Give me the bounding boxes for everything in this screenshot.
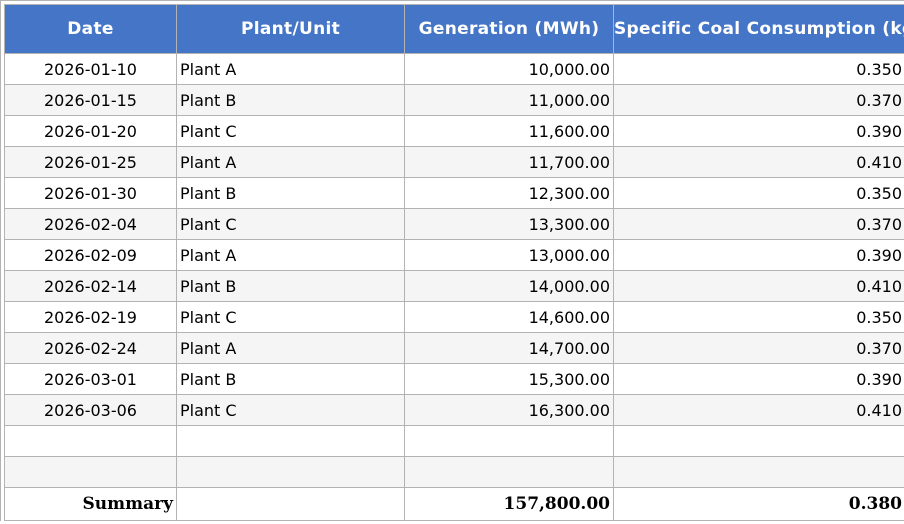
date-cell[interactable]: 2026-01-30 <box>4 177 177 209</box>
date-cell[interactable]: 2026-01-10 <box>4 53 177 85</box>
table-row: 2026-01-20 Plant C 11,600.00 0.390 <box>4 115 904 147</box>
table-row: 2026-01-15 Plant B 11,000.00 0.370 <box>4 84 904 116</box>
date-cell[interactable]: 2026-01-20 <box>4 115 177 147</box>
coal-cell[interactable]: 0.350 <box>613 53 904 85</box>
empty-cell[interactable] <box>4 456 177 488</box>
empty-row <box>4 425 904 457</box>
date-cell[interactable]: 2026-02-24 <box>4 332 177 364</box>
column-header-specific-coal-consumption[interactable]: Specific Coal Consumption (kg/kWh) <box>613 4 904 54</box>
summary-row: Summary 157,800.00 0.380 <box>4 487 904 521</box>
plant-cell[interactable]: Plant B <box>176 270 405 302</box>
empty-cell[interactable] <box>176 425 405 457</box>
date-cell[interactable]: 2026-01-15 <box>4 84 177 116</box>
generation-cell[interactable]: 13,300.00 <box>404 208 614 240</box>
generation-cell[interactable]: 14,700.00 <box>404 332 614 364</box>
generation-cell[interactable]: 11,700.00 <box>404 146 614 178</box>
table-row: 2026-02-09 Plant A 13,000.00 0.390 <box>4 239 904 271</box>
generation-cell[interactable]: 16,300.00 <box>404 394 614 426</box>
date-cell[interactable]: 2026-02-09 <box>4 239 177 271</box>
plant-cell[interactable]: Plant C <box>176 115 405 147</box>
table-row: 2026-02-04 Plant C 13,300.00 0.370 <box>4 208 904 240</box>
coal-cell[interactable]: 0.370 <box>613 84 904 116</box>
date-cell[interactable]: 2026-02-19 <box>4 301 177 333</box>
coal-cell[interactable]: 0.390 <box>613 115 904 147</box>
plant-cell[interactable]: Plant A <box>176 146 405 178</box>
coal-cell[interactable]: 0.350 <box>613 301 904 333</box>
empty-cell[interactable] <box>404 425 614 457</box>
date-cell[interactable]: 2026-02-14 <box>4 270 177 302</box>
summary-coal-average[interactable]: 0.380 <box>613 487 904 521</box>
table-row: 2026-02-24 Plant A 14,700.00 0.370 <box>4 332 904 364</box>
generation-cell[interactable]: 11,000.00 <box>404 84 614 116</box>
coal-cell[interactable]: 0.410 <box>613 394 904 426</box>
coal-cell[interactable]: 0.350 <box>613 177 904 209</box>
summary-generation-total[interactable]: 157,800.00 <box>404 487 614 521</box>
column-header-date[interactable]: Date <box>4 4 177 54</box>
table-row: 2026-03-06 Plant C 16,300.00 0.410 <box>4 394 904 426</box>
plant-cell[interactable]: Plant B <box>176 177 405 209</box>
plant-cell[interactable]: Plant B <box>176 363 405 395</box>
generation-cell[interactable]: 12,300.00 <box>404 177 614 209</box>
plant-cell[interactable]: Plant A <box>176 53 405 85</box>
table-row: 2026-02-14 Plant B 14,000.00 0.410 <box>4 270 904 302</box>
table-row: 2026-01-30 Plant B 12,300.00 0.350 <box>4 177 904 209</box>
empty-cell[interactable] <box>404 456 614 488</box>
date-cell[interactable]: 2026-01-25 <box>4 146 177 178</box>
plant-cell[interactable]: Plant A <box>176 239 405 271</box>
generation-cell[interactable]: 11,600.00 <box>404 115 614 147</box>
plant-cell[interactable]: Plant C <box>176 394 405 426</box>
coal-cell[interactable]: 0.370 <box>613 208 904 240</box>
coal-cell[interactable]: 0.390 <box>613 239 904 271</box>
column-header-plant-unit[interactable]: Plant/Unit <box>176 4 405 54</box>
generation-cell[interactable]: 10,000.00 <box>404 53 614 85</box>
table-row: 2026-02-19 Plant C 14,600.00 0.350 <box>4 301 904 333</box>
summary-empty-cell[interactable] <box>176 487 405 521</box>
header-row: Date Plant/Unit Generation (MWh) Specifi… <box>4 4 904 54</box>
table-row: 2026-01-10 Plant A 10,000.00 0.350 <box>4 53 904 85</box>
plant-cell[interactable]: Plant B <box>176 84 405 116</box>
summary-label[interactable]: Summary <box>4 487 177 521</box>
coal-cell[interactable]: 0.410 <box>613 146 904 178</box>
generation-cell[interactable]: 14,000.00 <box>404 270 614 302</box>
data-table: Date Plant/Unit Generation (MWh) Specifi… <box>4 4 904 521</box>
plant-cell[interactable]: Plant A <box>176 332 405 364</box>
generation-cell[interactable]: 13,000.00 <box>404 239 614 271</box>
date-cell[interactable]: 2026-02-04 <box>4 208 177 240</box>
empty-cell[interactable] <box>4 425 177 457</box>
plant-cell[interactable]: Plant C <box>176 301 405 333</box>
date-cell[interactable]: 2026-03-06 <box>4 394 177 426</box>
table-row: 2026-03-01 Plant B 15,300.00 0.390 <box>4 363 904 395</box>
table-row: 2026-01-25 Plant A 11,700.00 0.410 <box>4 146 904 178</box>
generation-cell[interactable]: 15,300.00 <box>404 363 614 395</box>
date-cell[interactable]: 2026-03-01 <box>4 363 177 395</box>
empty-row <box>4 456 904 488</box>
column-header-generation[interactable]: Generation (MWh) <box>404 4 614 54</box>
empty-cell[interactable] <box>176 456 405 488</box>
empty-cell[interactable] <box>613 456 904 488</box>
coal-cell[interactable]: 0.370 <box>613 332 904 364</box>
plant-cell[interactable]: Plant C <box>176 208 405 240</box>
coal-cell[interactable]: 0.410 <box>613 270 904 302</box>
empty-cell[interactable] <box>613 425 904 457</box>
coal-cell[interactable]: 0.390 <box>613 363 904 395</box>
generation-cell[interactable]: 14,600.00 <box>404 301 614 333</box>
